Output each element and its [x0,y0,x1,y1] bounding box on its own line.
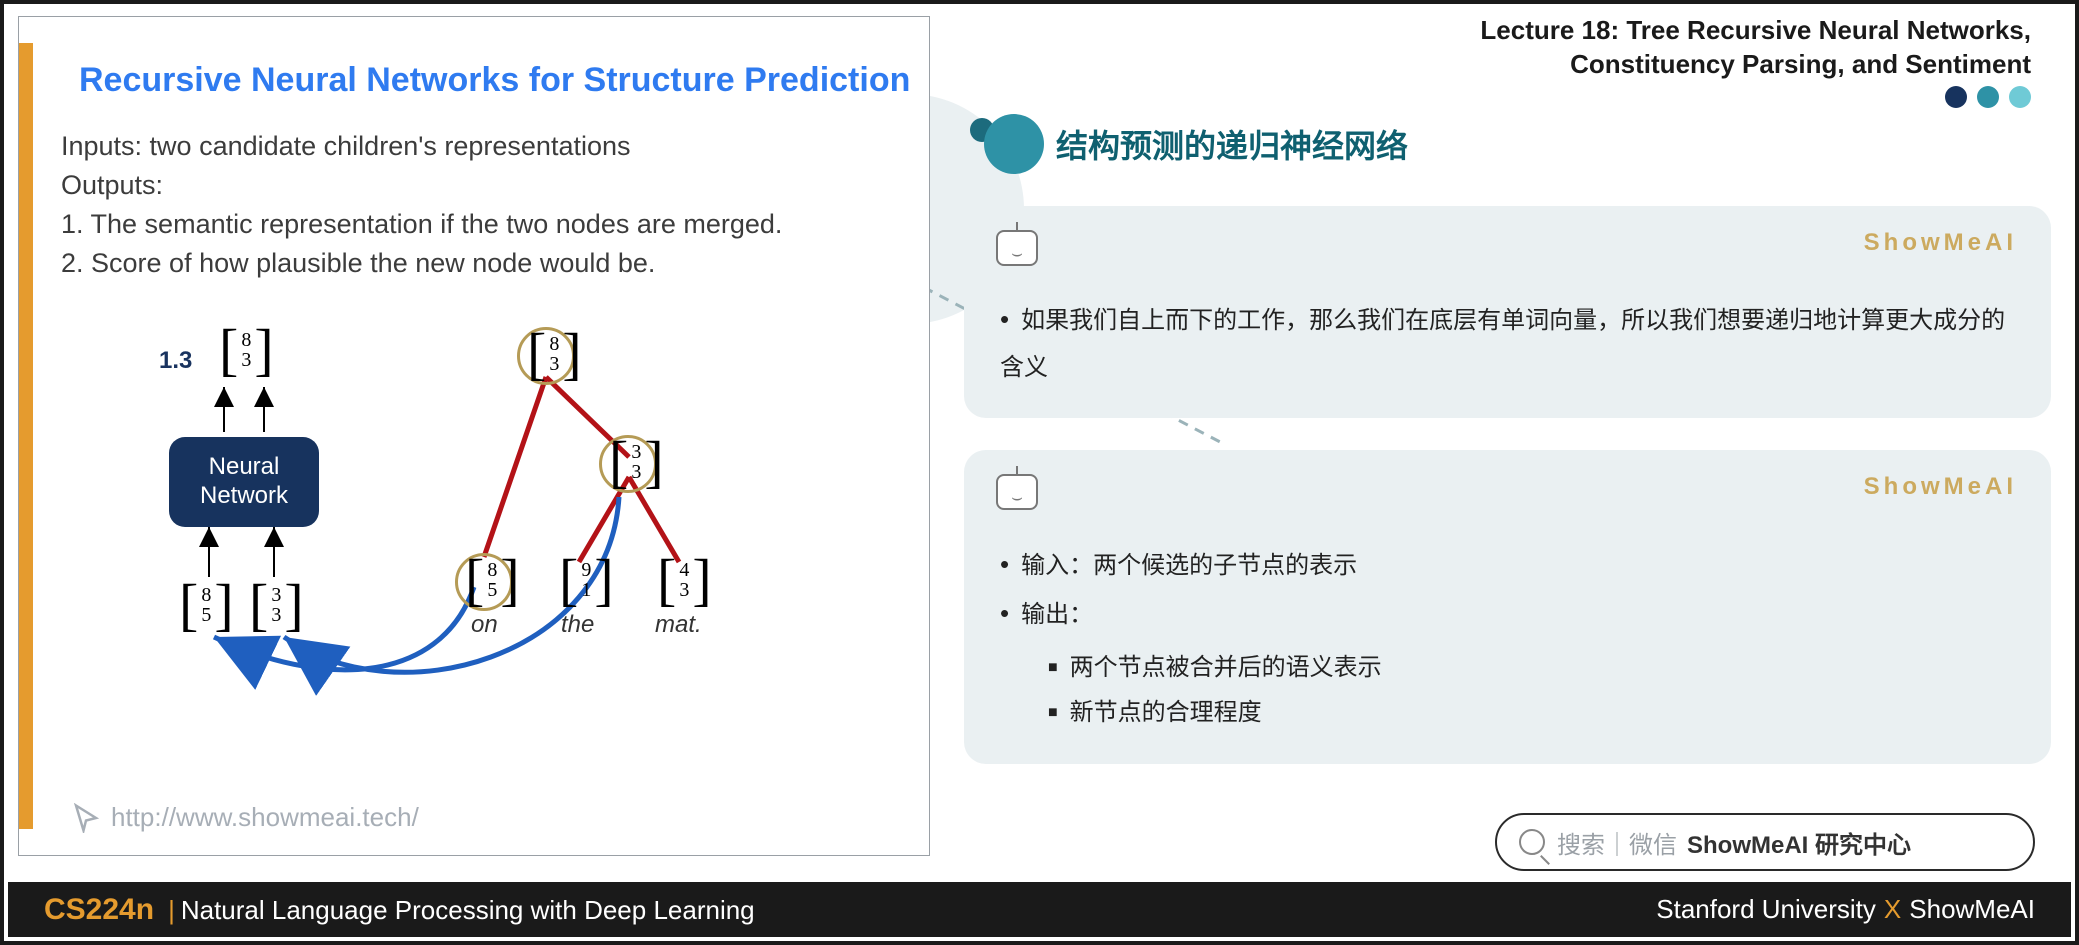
header-dots [964,86,2051,108]
bubble-icon [964,114,1044,174]
dot-3 [2009,86,2031,108]
section-row: 结构预测的递归神经网络 [964,114,2051,174]
vector-child-left: [85] [179,582,234,628]
outputs-line: Outputs: [61,166,899,205]
section-title: 结构预测的递归神经网络 [1056,121,1408,167]
slide-column: Recursive Neural Networks for Structure … [4,4,944,886]
neural-network-box: Neural Network [169,437,319,527]
bottom-right: Stanford UniversityXShowMeAI [1656,894,2035,925]
note-card-1: ShowMeAI 如果我们自上而下的工作，那么我们在底层有单词向量，所以我们想要… [964,206,2051,419]
card-brand-1: ShowMeAI [1864,220,2017,266]
card2-bullet1: 输入：两个候选的子节点的表示 [996,540,2019,589]
notes-column: Lecture 18: Tree Recursive Neural Networ… [944,4,2075,886]
robot-icon [996,230,1038,266]
vector-tree-right: [33] [609,439,664,485]
robot-icon [996,474,1038,510]
score-value: 1.3 [159,347,192,375]
note-card-2: ShowMeAI 输入：两个候选的子节点的表示 输出： 两个节点被合并后的语义表… [964,450,2051,764]
cursor-icon [71,803,101,833]
card2-sub1: 两个节点被合并后的语义表示 [1044,645,2019,691]
card2-sub2: 新节点的合理程度 [1044,690,2019,736]
word-on: on [471,611,498,639]
dot-1 [1945,86,1967,108]
word-mat: mat. [655,611,702,639]
slide-body: Inputs: two candidate children's represe… [61,127,899,284]
card2-bullet2: 输出： 两个节点被合并后的语义表示 新节点的合理程度 [996,589,2019,736]
bottom-left: CS224n|Natural Language Processing with … [44,893,755,927]
search-icon [1519,829,1545,855]
card-brand-2: ShowMeAI [1864,464,2017,510]
vector-leaf-mat: [43] [657,557,712,603]
dot-2 [1977,86,1999,108]
main-content: Recursive Neural Networks for Structure … [4,4,2075,886]
footer-url: http://www.showmeai.tech/ [71,802,419,833]
output-2: 2. Score of how plausible the new node w… [61,244,899,283]
vector-output: [83] [219,327,274,373]
search-bold: ShowMeAI 研究中心 [1687,825,1911,860]
diagram-area: 1.3 [83] Neural Network [85] [33] [83] [19,317,931,837]
slide: Recursive Neural Networks for Structure … [18,16,930,856]
bottom-bar: CS224n|Natural Language Processing with … [8,882,2071,937]
vector-child-right: [33] [249,582,304,628]
search-gray: 搜索｜微信 [1557,825,1677,860]
vector-leaf-the: [91] [559,557,614,603]
lecture-header: Lecture 18: Tree Recursive Neural Networ… [964,14,2051,82]
inputs-line: Inputs: two candidate children's represe… [61,127,899,166]
vector-leaf-on: [85] [465,557,520,603]
word-the: the [561,611,594,639]
search-pill[interactable]: 搜索｜微信 ShowMeAI 研究中心 [1495,813,2035,871]
output-1: 1. The semantic representation if the tw… [61,205,899,244]
slide-title: Recursive Neural Networks for Structure … [79,61,910,100]
card1-bullet1: 如果我们自上而下的工作，那么我们在底层有单词向量，所以我们想要递归地计算更大成分… [996,295,2019,390]
vector-tree-root: [83] [527,331,582,377]
